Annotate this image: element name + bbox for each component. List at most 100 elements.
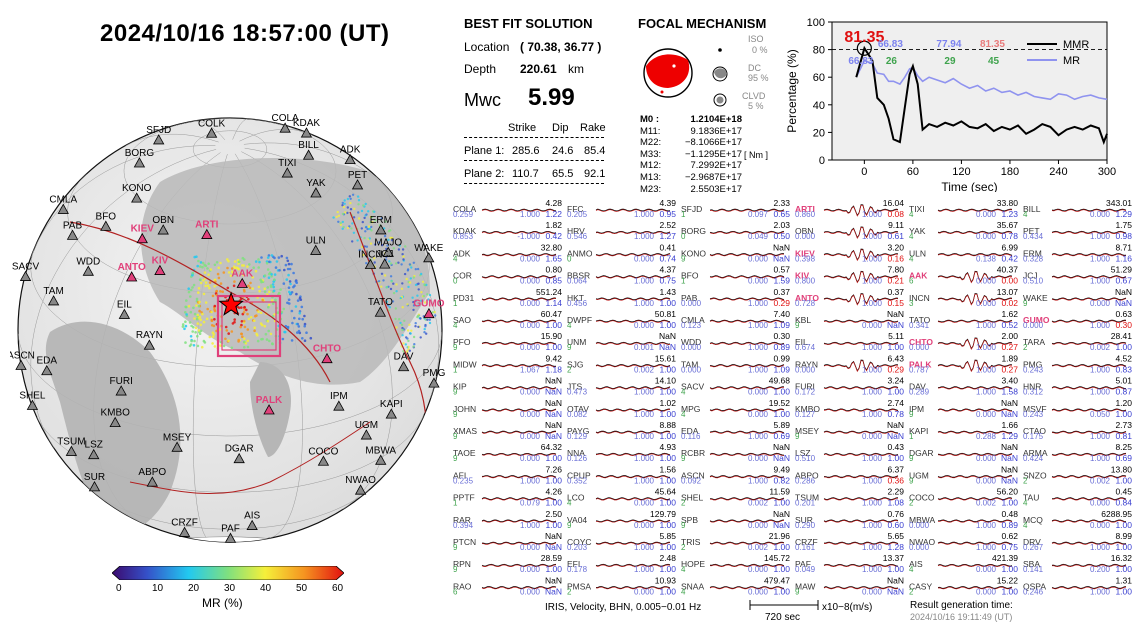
station-code: PMG bbox=[1023, 359, 1042, 369]
max-amplitude: 1.82 bbox=[545, 220, 562, 230]
waveform-cell: CHTO 2.00 0.000 1.000 0.27 bbox=[909, 331, 1018, 352]
epicenter-box-inner bbox=[221, 301, 277, 351]
waveform-synthetic bbox=[937, 431, 1013, 434]
weight-value: 1.000 bbox=[862, 565, 883, 574]
station-code: ADK bbox=[453, 248, 471, 258]
waveform-synthetic bbox=[937, 320, 1013, 323]
waveform-cell: JOHN NaN 9 0.000 NaN bbox=[453, 398, 562, 419]
station-code: DRV bbox=[1023, 537, 1041, 547]
max-amplitude: 0.30 bbox=[773, 331, 790, 341]
variance-value: NaN bbox=[545, 542, 562, 552]
weight-value: 0.000 bbox=[748, 277, 769, 286]
waveform-observed bbox=[937, 408, 1013, 412]
shift-value: 0.000 bbox=[1023, 321, 1044, 330]
weight-value: 1.000 bbox=[976, 343, 997, 352]
waveform-cell: FURI 3.24 0.172 1.000 1.00 bbox=[795, 376, 904, 397]
weight-value: 1.000 bbox=[1090, 365, 1111, 374]
station-marker bbox=[133, 157, 146, 168]
shift-value: 4 bbox=[453, 321, 458, 330]
weight-value: 1.000 bbox=[862, 299, 883, 308]
max-amplitude: 2.48 bbox=[659, 553, 676, 563]
variance-value: 0.52 bbox=[1001, 320, 1018, 330]
top-sub-label: 26 bbox=[886, 56, 898, 67]
station-marker bbox=[143, 339, 156, 350]
shift-value: 4 bbox=[567, 321, 572, 330]
waveform-synthetic bbox=[481, 431, 556, 434]
station-marker bbox=[125, 271, 138, 282]
waveform-synthetic bbox=[709, 431, 785, 434]
shift-value: 9 bbox=[681, 454, 686, 463]
waveform-observed bbox=[595, 541, 671, 545]
max-amplitude: 1.20 bbox=[1115, 398, 1132, 408]
shift-value: 0.456 bbox=[567, 299, 588, 308]
waveform-cell: EIL 5.11 0.674 1.000 1.00 bbox=[795, 331, 904, 352]
variance-value: 1.00 bbox=[545, 520, 562, 530]
waveform-synthetic bbox=[937, 231, 1013, 235]
station-label: WDD bbox=[76, 256, 100, 267]
station-code: ERM bbox=[1023, 248, 1042, 258]
shift-value: 0.853 bbox=[453, 232, 474, 241]
station-label: MSEY bbox=[163, 432, 192, 443]
waveform-synthetic bbox=[710, 564, 785, 568]
landmass-asia bbox=[141, 158, 430, 385]
waveform-cell: MPG 19.52 4 0.000 1.00 bbox=[681, 398, 790, 419]
waveform-cell: MSEY NaN 9 0.000 NaN bbox=[795, 420, 904, 441]
station-label: LSZ bbox=[85, 440, 103, 451]
station-marker bbox=[88, 481, 101, 492]
station-code: NNA bbox=[567, 448, 585, 458]
waveform-cell: CASY 15.22 2 0.000 1.00 bbox=[909, 575, 1018, 596]
shift-value: 0.000 bbox=[795, 232, 816, 241]
shift-value: 0.129 bbox=[567, 432, 588, 441]
variance-value: 1.00 bbox=[773, 564, 790, 574]
weight-value: 0.000 bbox=[520, 587, 541, 596]
waveform-cell: RAO NaN 6 0.000 NaN bbox=[453, 575, 562, 596]
max-amplitude: 51.29 bbox=[1111, 265, 1133, 275]
max-amplitude: 0.57 bbox=[773, 265, 790, 275]
variance-value: 0.42 bbox=[545, 231, 562, 241]
waveform-cell: AFI 7.26 0.235 1.000 1.00 bbox=[453, 464, 562, 485]
waveform-cell: COLA 4.28 0.259 1.000 1.22 bbox=[453, 198, 562, 219]
moment-key: M23: bbox=[640, 183, 662, 195]
waveform-observed bbox=[595, 475, 671, 478]
waveform-observed bbox=[1051, 430, 1127, 434]
variance-value: NaN bbox=[545, 586, 562, 596]
max-amplitude: 7.80 bbox=[887, 265, 904, 275]
station-marker bbox=[178, 526, 191, 537]
station-marker bbox=[88, 448, 100, 460]
waveform-cell: LSZ 0.43 0.510 1.000 1.00 bbox=[795, 442, 904, 463]
waveform-synthetic bbox=[481, 253, 557, 257]
waveform-synthetic bbox=[823, 520, 899, 523]
plane1-rake: 85.4 bbox=[584, 145, 606, 157]
station-label: DAV bbox=[394, 352, 414, 363]
station-marker bbox=[423, 251, 435, 263]
waveform-observed bbox=[823, 226, 899, 239]
waveform-observed bbox=[481, 208, 557, 212]
waveform-synthetic bbox=[595, 298, 671, 301]
max-amplitude: 16.04 bbox=[883, 198, 905, 208]
variance-value: NaN bbox=[773, 253, 790, 263]
waveform-cell: ANTO 0.37 0.728 1.000 0.15 bbox=[795, 287, 904, 308]
waveform-observed bbox=[596, 586, 671, 589]
waveform-synthetic bbox=[481, 453, 557, 457]
station-marker bbox=[157, 224, 169, 235]
shift-value: 0.092 bbox=[681, 476, 702, 485]
waveform-synthetic bbox=[596, 586, 671, 590]
shift-value: 0.728 bbox=[795, 299, 816, 308]
y-tick-label: 20 bbox=[813, 127, 825, 139]
variance-value: 1.22 bbox=[545, 209, 562, 219]
max-amplitude: NaN bbox=[545, 398, 562, 408]
iso-glyph bbox=[718, 48, 722, 52]
max-amplitude: NaN bbox=[887, 575, 904, 585]
station-code: ANTO bbox=[795, 293, 819, 303]
max-amplitude: 0.99 bbox=[773, 353, 790, 363]
plane1-label: Plane 1: bbox=[464, 145, 505, 157]
station-label: ERM bbox=[370, 215, 392, 226]
station-marker bbox=[279, 122, 291, 133]
shift-value: 0 bbox=[453, 277, 458, 286]
shift-value: 9 bbox=[453, 343, 458, 352]
waveform-observed bbox=[937, 359, 1013, 372]
station-marker bbox=[397, 360, 410, 372]
waveform-observed bbox=[937, 230, 1013, 234]
moment-key: M0 : bbox=[640, 114, 659, 125]
waveform-synthetic bbox=[937, 338, 1013, 350]
